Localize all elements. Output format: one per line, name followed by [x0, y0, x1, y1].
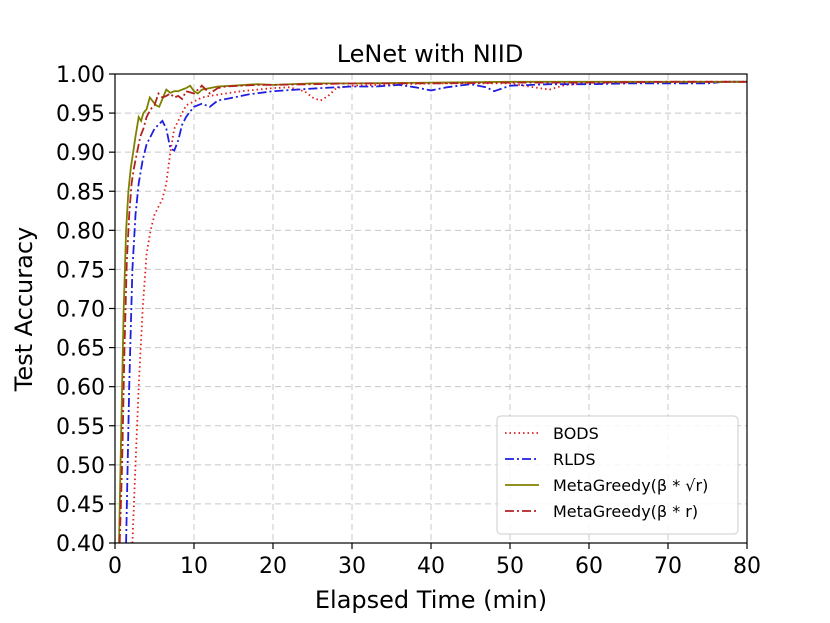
x-tick-label: 40	[417, 554, 445, 579]
x-tick-label: 20	[259, 554, 287, 579]
y-tick-label: 0.65	[56, 337, 105, 362]
y-tick-label: 0.60	[56, 376, 105, 401]
legend-label: MetaGreedy(β * √r)	[553, 476, 708, 495]
y-tick-label: 0.75	[56, 258, 105, 283]
y-axis-title: Test Accuracy	[10, 227, 38, 392]
y-tick-label: 1.00	[56, 63, 105, 88]
series-line-3	[118, 80, 747, 543]
series-line-1	[125, 80, 747, 543]
y-tick-label: 0.40	[56, 532, 105, 557]
legend-label: RLDS	[553, 450, 596, 469]
x-tick-label: 30	[338, 554, 366, 579]
legend: BODS RLDS MetaGreedy(β * √r) MetaGreedy(β *…	[496, 415, 739, 535]
y-tick-label: 0.95	[56, 102, 105, 127]
y-tick-label: 0.45	[56, 493, 105, 518]
x-tick-label: 70	[654, 554, 682, 579]
x-tick-label: 0	[108, 554, 122, 579]
x-tick-label: 60	[575, 554, 603, 579]
legend-label: BODS	[553, 424, 599, 443]
y-tick-label: 0.70	[56, 298, 105, 323]
y-axis: 0.40 0.45 0.50 0.55 0.60 0.65 0.70 0.75 0.80 0.85…	[56, 63, 115, 557]
chart-title: LeNet with NIID	[337, 40, 524, 68]
x-tick-label: 50	[496, 554, 524, 579]
x-axis: 0 10 20 30 40 50 60 70 80	[108, 543, 761, 579]
series-line-0	[131, 80, 747, 543]
series-layer	[118, 80, 747, 543]
y-tick-label: 0.50	[56, 454, 105, 479]
y-tick-label: 0.85	[56, 180, 105, 205]
x-tick-label: 10	[180, 554, 208, 579]
legend-label: MetaGreedy(β * r)	[553, 502, 698, 521]
legend-box	[496, 415, 739, 535]
x-tick-label: 80	[733, 554, 761, 579]
x-axis-title: Elapsed Time (min)	[315, 586, 547, 614]
y-tick-label: 0.90	[56, 141, 105, 166]
y-tick-label: 0.80	[56, 219, 105, 244]
y-tick-label: 0.55	[56, 415, 105, 440]
